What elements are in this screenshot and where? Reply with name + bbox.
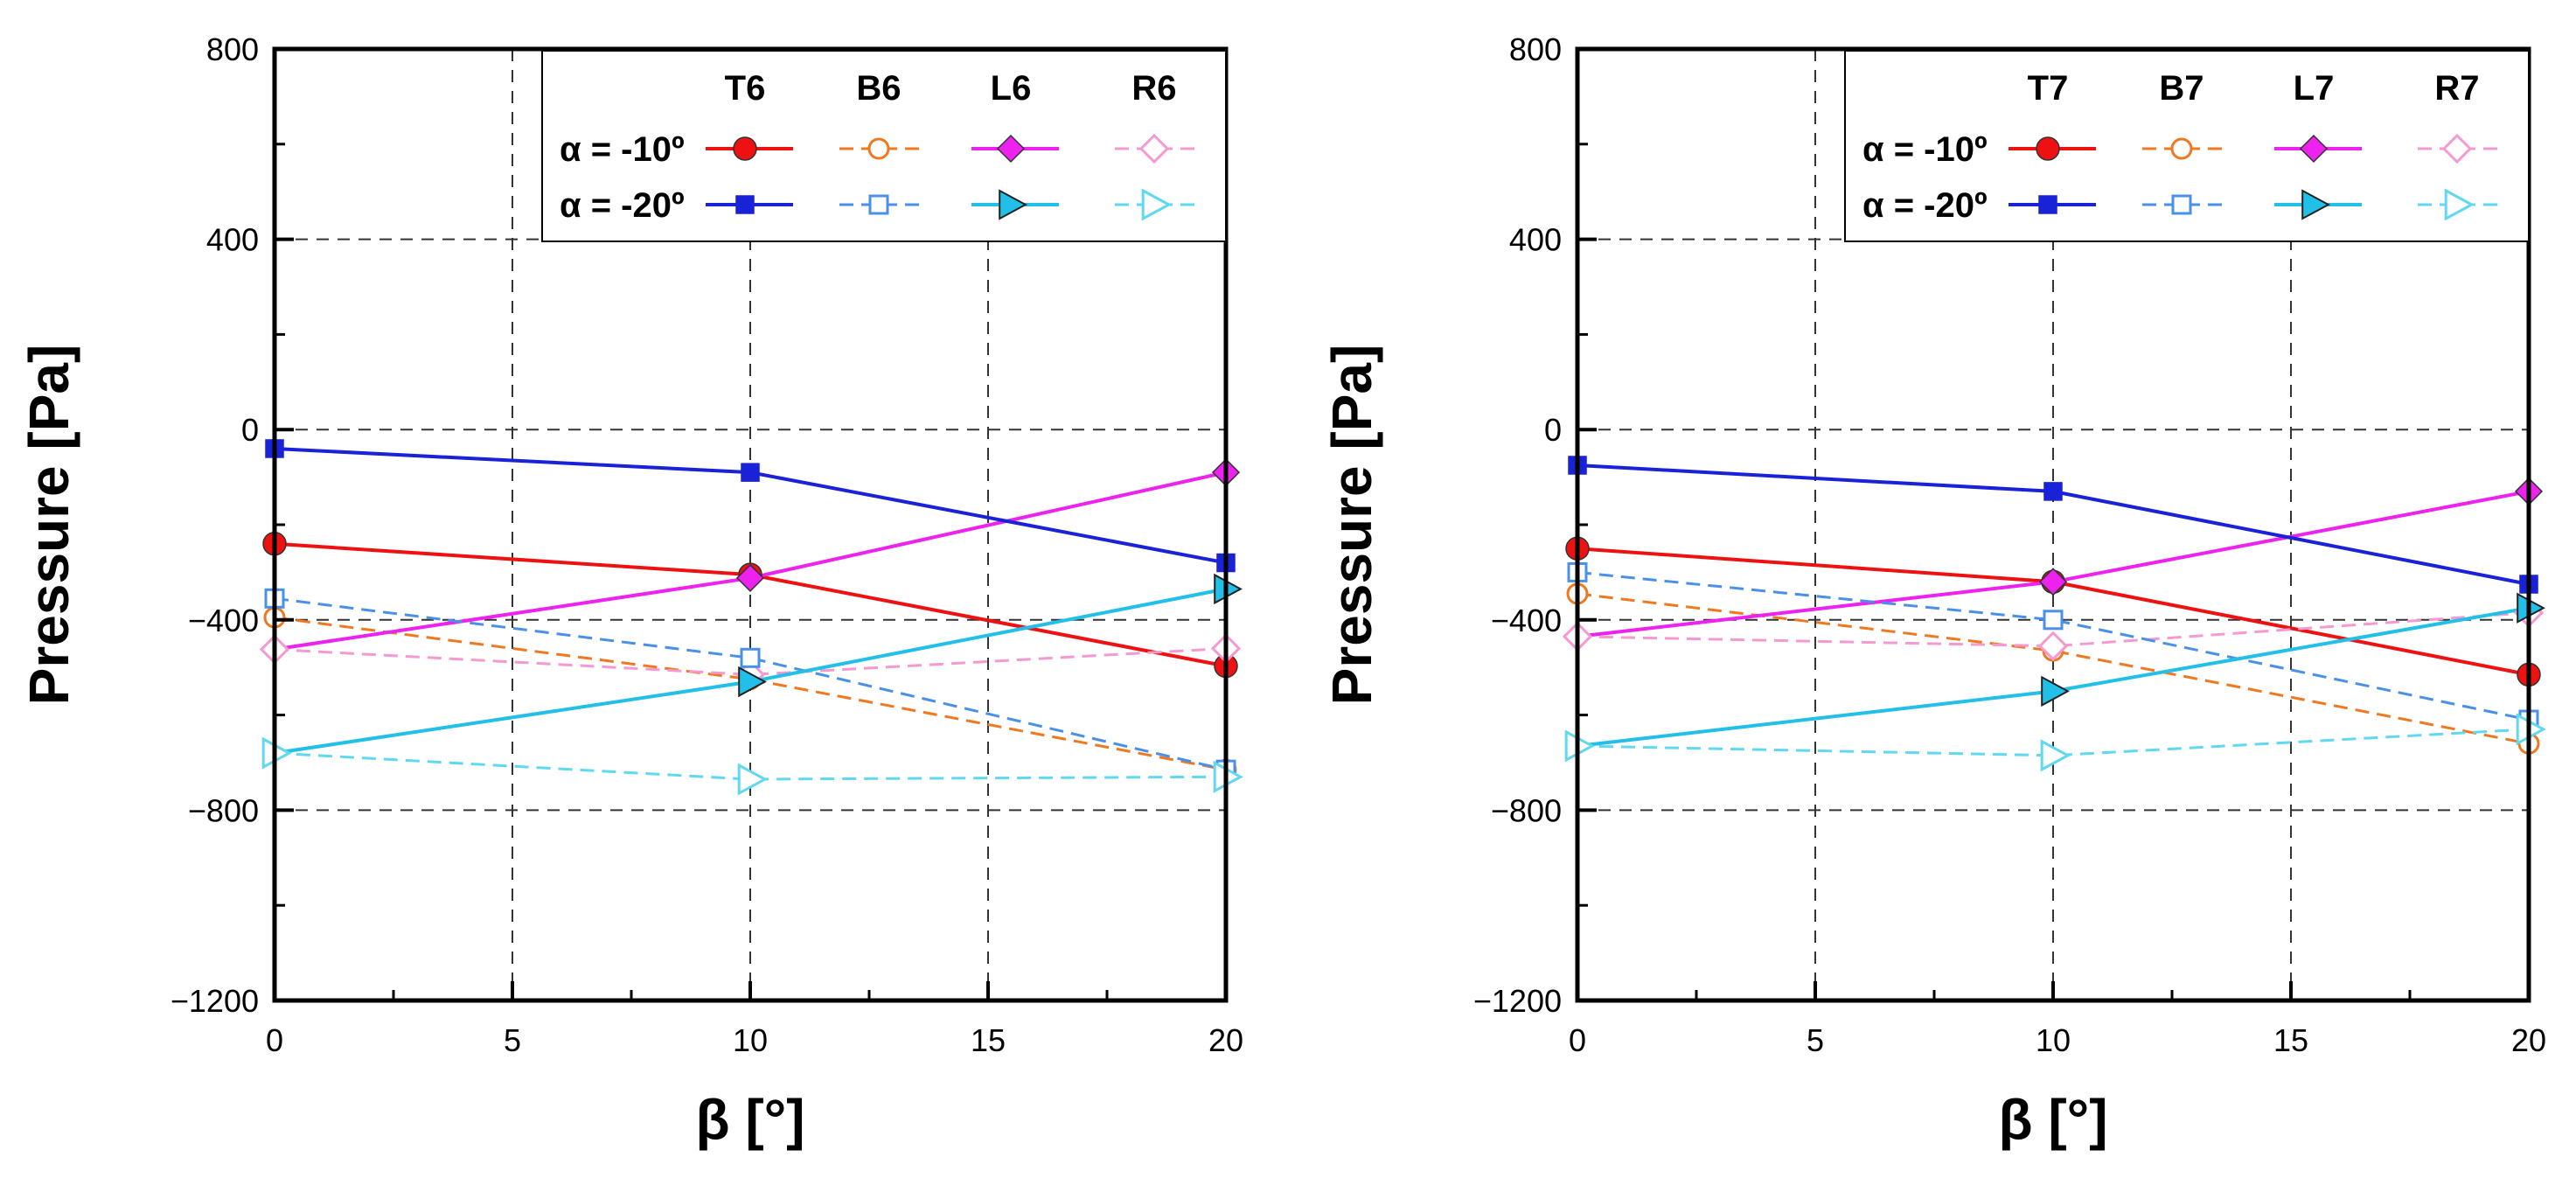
series-line	[1577, 728, 2530, 757]
legend-column-header: R7	[2434, 69, 2479, 108]
legend-row-label: α = -20º	[1862, 186, 1988, 225]
legend-sample-marker	[733, 136, 757, 161]
y-tick-label: 400	[1509, 222, 1562, 258]
legend-sample-marker	[1141, 188, 1172, 221]
legend-sample-marker	[867, 137, 890, 160]
legend-sample-marker	[868, 194, 889, 215]
series-line	[274, 616, 1227, 771]
legend-column-header: B6	[856, 69, 901, 108]
legend-row-label: α = -10º	[560, 130, 685, 169]
series-group	[259, 439, 1243, 796]
legend-sample-marker	[2171, 194, 2192, 215]
y-tick-label: −800	[188, 792, 259, 828]
legend-sample-marker	[2299, 134, 2329, 164]
legend-sample-marker	[735, 195, 755, 214]
axis-ticks: 0 5 10 15 20 −1200 −800 −400 0 400 800	[171, 31, 1243, 1058]
x-tick-label: 0	[266, 1022, 283, 1058]
x-tick-label: 20	[2511, 1022, 2546, 1058]
data-point-marker	[2041, 675, 2070, 708]
data-point-marker	[738, 666, 767, 698]
y-tick-label: 800	[1509, 31, 1562, 67]
legend-sample-marker	[996, 134, 1026, 164]
legend-column-header: L6	[991, 69, 1032, 108]
data-point-marker	[741, 463, 760, 482]
y-tick-label: 0	[241, 412, 259, 448]
data-point-marker	[2038, 568, 2068, 596]
data-point-marker	[740, 647, 761, 668]
y-tick-label: 400	[206, 222, 259, 258]
y-tick-label: −800	[1491, 792, 1562, 828]
axis-ticks: 0 5 10 15 20 −1200 −800 −400 0 400 800	[1473, 31, 2546, 1058]
y-tick-label: −400	[188, 603, 259, 638]
data-point-marker	[2040, 739, 2071, 772]
legend-sample-marker	[1138, 133, 1170, 164]
legend-row-label: α = -20º	[560, 186, 685, 225]
legend-row-label: α = -10º	[1862, 130, 1988, 169]
legend: T7 B7 L7 R7 α = -10º α = -20º	[1844, 50, 2530, 242]
x-tick-label: 10	[2036, 1022, 2071, 1058]
x-tick-label: 5	[504, 1022, 521, 1058]
series-line	[274, 596, 1227, 771]
y-tick-label: −400	[1491, 603, 1562, 638]
x-tick-label: 0	[1569, 1022, 1586, 1058]
legend-column-header: T7	[2028, 69, 2069, 108]
x-tick-label: 5	[1807, 1022, 1824, 1058]
legend-sample-marker	[2441, 133, 2473, 164]
chart-panel-right: 0 5 10 15 20 −1200 −800 −400 0 400 800 β [°] Pressur…	[1320, 31, 2546, 1151]
legend-sample-marker	[2170, 137, 2193, 160]
series-line	[1577, 592, 2530, 745]
legend-column-header: B7	[2159, 69, 2204, 108]
x-axis-title: β [°]	[695, 1088, 804, 1151]
data-point-marker	[2043, 610, 2064, 631]
data-point-marker	[735, 563, 765, 592]
legend-sample-marker	[999, 189, 1027, 220]
x-tick-label: 15	[971, 1022, 1006, 1058]
legend-column-header: L7	[2294, 69, 2335, 108]
y-axis-title: Pressure [Pa]	[17, 345, 80, 706]
x-tick-label: 15	[2273, 1022, 2308, 1058]
legend-sample-marker	[2301, 189, 2330, 220]
x-tick-label: 10	[733, 1022, 768, 1058]
y-tick-label: 800	[206, 31, 259, 67]
chart-panel-left: 0 5 10 15 20 −1200 −800 −400 0 400 800 β [°] Pressur…	[17, 31, 1243, 1151]
series-line	[274, 751, 1227, 781]
legend-sample-marker	[2036, 136, 2060, 161]
legend-sample-marker	[2038, 195, 2057, 214]
legend: T6 B6 L6 R6 α = -10º α = -20º	[541, 50, 1227, 242]
data-point-marker	[2037, 631, 2069, 661]
series-line	[274, 646, 1227, 676]
y-tick-label: 0	[1544, 412, 1562, 448]
y-axis-title: Pressure [Pa]	[1320, 345, 1383, 706]
y-tick-label: −1200	[1473, 983, 1562, 1019]
series-line	[1577, 570, 2530, 721]
legend-sample-marker	[2444, 188, 2475, 221]
data-point-marker	[2043, 482, 2063, 501]
legend-column-header: T6	[725, 69, 766, 108]
x-axis-title: β [°]	[1998, 1088, 2107, 1151]
series-line	[1577, 611, 2530, 648]
y-tick-label: −1200	[171, 983, 259, 1019]
x-tick-label: 20	[1208, 1022, 1243, 1058]
legend-column-header: R6	[1131, 69, 1176, 108]
data-point-marker	[737, 763, 768, 796]
